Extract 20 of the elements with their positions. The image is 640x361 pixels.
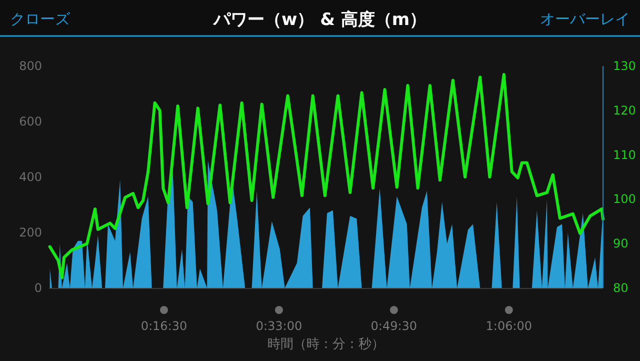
y2-tick-label: 120 [613, 103, 636, 118]
y2-tick-label: 110 [613, 148, 636, 162]
y2-tick-label: 100 [613, 192, 636, 206]
chart-title: パワー（w） & 高度（m） [212, 10, 427, 30]
line-series [48, 72, 604, 280]
text: クローズ [10, 10, 71, 28]
y2-tick-label: 90 [613, 236, 628, 251]
y2-tick-label: 80 [613, 281, 628, 295]
x-tick-label: 0:33:00 [256, 319, 302, 333]
text: オーバーレイ [540, 10, 630, 28]
y-tick-label: 400 [19, 170, 42, 184]
y-tick-label: 800 [19, 59, 42, 73]
x-tick-label: 1:06:00 [486, 319, 532, 333]
x-tick-label: 0:16:30 [140, 319, 188, 333]
x-tick-label: 0:49:30 [370, 319, 418, 333]
x-axis-title: 時間（時：分：秒） [268, 337, 384, 352]
y2-tick-label: 130 [613, 59, 636, 73]
y-tick-label: 200 [19, 226, 42, 240]
y-tick-label: 600 [19, 114, 42, 128]
y-tick-label: 0 [34, 281, 42, 295]
